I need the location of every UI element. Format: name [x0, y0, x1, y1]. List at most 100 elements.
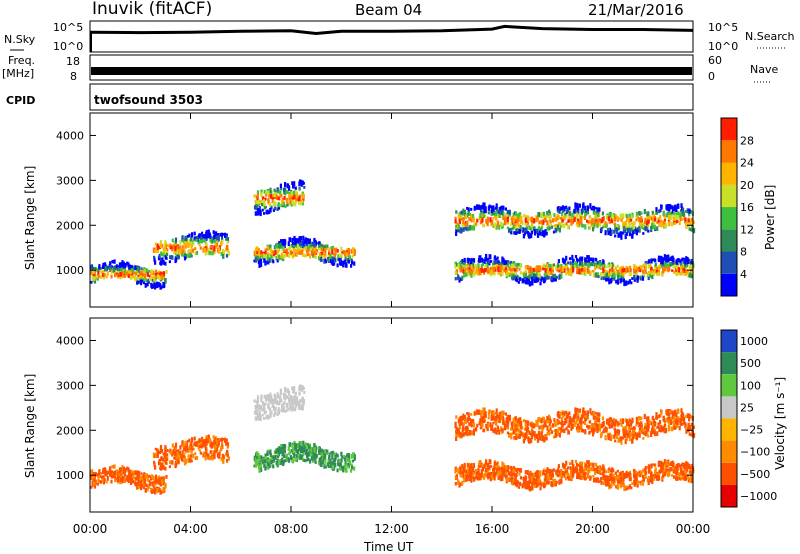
power-echo-cell [462, 268, 465, 274]
power-echo-cell [606, 277, 610, 282]
power-echo-cell [660, 204, 663, 210]
velocity-echo-cell [594, 411, 597, 415]
power-echo-cell [526, 265, 529, 271]
power-echo-cell [578, 213, 581, 219]
power-echo-cell [690, 261, 693, 265]
velocity-echo-cell [155, 452, 158, 458]
velocity-echo-cell [534, 481, 537, 486]
power-echo-cell [342, 260, 345, 265]
power-echo-cell [579, 256, 582, 261]
power-echo-cell [671, 221, 674, 227]
velocity-echo-cell [169, 448, 172, 453]
velocity-echo-cell [680, 468, 683, 472]
velocity-echo-cell [281, 451, 284, 457]
power-echo-cell [486, 222, 489, 227]
velocity-echo-cell [500, 470, 503, 476]
velocity-echo-cell [571, 467, 574, 473]
power-echo-cell [653, 258, 656, 261]
velocity-echo-cell [675, 476, 679, 481]
power-echo-cell [570, 264, 573, 269]
power-echo-cell [601, 211, 604, 216]
power-echo-cell [532, 226, 535, 231]
velocity-echo-cell [160, 490, 164, 494]
velocity-echo-cell [190, 446, 193, 451]
velocity-echo-cell [300, 387, 303, 392]
velocity-echo-cell [144, 488, 147, 493]
power-echo-cell [640, 266, 643, 271]
velocity-echo-cell [538, 477, 541, 483]
power-echo-cell [594, 263, 597, 267]
power-echo-cell [156, 283, 159, 289]
velocity-echo-cell [194, 452, 197, 456]
power-echo-cell [625, 232, 628, 236]
power-echo-cell [505, 260, 508, 265]
velocity-echo-cell [519, 476, 523, 480]
velocity-echo-cell [537, 417, 540, 422]
power-echo-cell [540, 213, 543, 219]
velocity-echo-cell [512, 417, 515, 421]
power-echo-cell [654, 264, 657, 270]
power-echo-cell [127, 262, 130, 268]
velocity-echo-cell [563, 464, 567, 468]
velocity-echo-cell [581, 476, 584, 480]
velocity-echo-cell [609, 476, 613, 481]
power-echo-cell [654, 262, 657, 267]
velocity-echo-cell [584, 421, 587, 425]
power-echo-cell [148, 274, 151, 278]
power-echo-cell [193, 231, 196, 236]
power-echo-cell [553, 213, 556, 218]
velocity-echo-cell [113, 470, 116, 475]
velocity-echo-cell [220, 446, 223, 451]
power-echo-cell [258, 255, 261, 262]
velocity-echo-cell [578, 418, 581, 424]
power-echo-cell [225, 253, 229, 258]
power-echo-cell [668, 211, 671, 215]
velocity-echo-cell [575, 468, 579, 473]
velocity-echo-cell [544, 469, 547, 473]
power-echo-cell [672, 264, 675, 269]
power-echo-cell [627, 281, 630, 285]
power-echo-cell [564, 263, 567, 266]
velocity-echo-cell [109, 472, 112, 477]
velocity-echo-cell [291, 444, 294, 448]
velocity-echo-cell [269, 452, 272, 458]
power-echo-cell [344, 256, 347, 260]
velocity-echo-cell [652, 474, 655, 477]
velocity-echo-cell [592, 468, 595, 472]
power-echo-cell [500, 265, 503, 271]
power-echo-cell [600, 219, 603, 224]
velocity-echo-cell [592, 474, 595, 478]
power-echo-cell [605, 215, 609, 220]
power-echo-cell [559, 206, 563, 211]
power-echo-cell [624, 233, 627, 240]
velocity-echo-cell [226, 442, 230, 448]
power-echo-cell [613, 229, 616, 234]
velocity-echo-cell [143, 472, 146, 477]
velocity-echo-cell [615, 485, 618, 489]
power-echo-cell [686, 256, 689, 263]
velocity-echo-cell [514, 476, 517, 480]
velocity-echo-cell [574, 460, 578, 463]
power-echo-cell [194, 251, 197, 255]
power-echo-cell [510, 263, 514, 269]
power-echo-cell [460, 218, 463, 221]
power-echo-cell [164, 255, 167, 260]
velocity-echo-cell [508, 478, 511, 482]
power-echo-cell [499, 271, 502, 276]
power-echo-cell [669, 262, 672, 267]
power-echo-cell [208, 233, 211, 239]
power-echo-cell [547, 275, 550, 280]
power-echo-cell [651, 210, 654, 216]
power-echo-cell [469, 213, 473, 219]
velocity-echo-cell [98, 469, 101, 475]
velocity-echo-cell [290, 407, 293, 412]
velocity-echo-cell [528, 479, 531, 485]
velocity-echo-cell [153, 480, 156, 484]
velocity-echo-cell [602, 465, 605, 469]
power-echo-cell [579, 216, 583, 220]
velocity-echo-cell [635, 481, 638, 485]
power-echo-cell [304, 246, 307, 251]
power-echo-cell [188, 233, 191, 238]
power-echo-cell [213, 247, 216, 252]
power-echo-cell [632, 264, 636, 268]
